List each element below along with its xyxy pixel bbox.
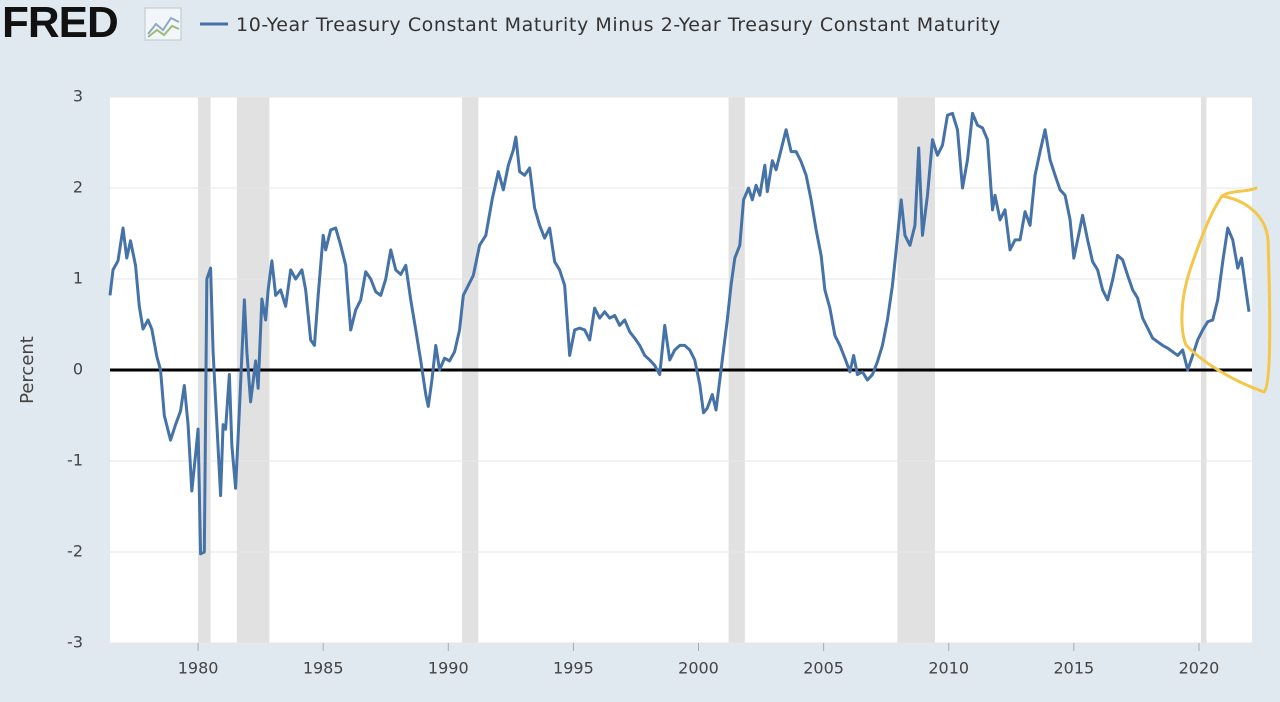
y-tick-label: 0 xyxy=(73,360,83,379)
legend-entry: 10-Year Treasury Constant Maturity Minus… xyxy=(236,14,1001,36)
y-tick-label: 3 xyxy=(73,87,83,106)
y-axis-label: Percent xyxy=(17,336,38,404)
data-line xyxy=(108,111,1251,556)
x-tick-label: 2015 xyxy=(1053,659,1094,678)
annotation-scribble xyxy=(1180,186,1272,394)
x-tick-label: 2005 xyxy=(803,659,844,678)
x-tick-label: 2000 xyxy=(678,659,719,678)
x-tick-label: 1990 xyxy=(428,659,469,678)
x-tick-label: 2010 xyxy=(928,659,969,678)
x-tick-label: 1995 xyxy=(553,659,594,678)
y-tick-label: -2 xyxy=(67,542,83,561)
y-tick-label: -1 xyxy=(67,451,83,470)
logo-icon xyxy=(144,7,182,41)
y-tick-label: 1 xyxy=(73,269,83,288)
y-tick-label: -3 xyxy=(67,633,83,652)
y-tick-label: 2 xyxy=(73,178,83,197)
x-tick-label: 1980 xyxy=(178,659,219,678)
x-tick-label: 2020 xyxy=(1179,659,1220,678)
x-tick-label: 1985 xyxy=(303,659,344,678)
brand-logo: FRED xyxy=(2,0,119,47)
